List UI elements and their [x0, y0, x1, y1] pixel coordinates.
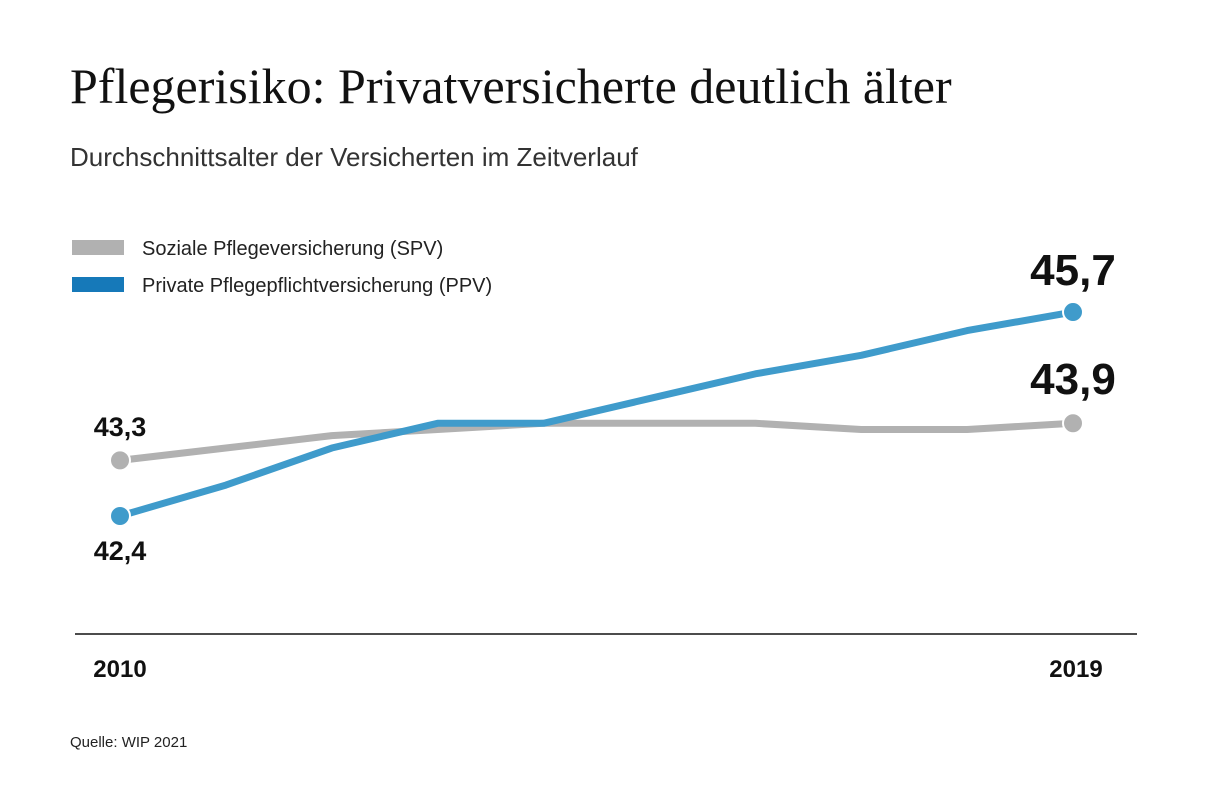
- spv-series-line: [119, 419, 1074, 464]
- ppv-end-label: 45,7: [1030, 246, 1116, 295]
- chart-title: Pflegerisiko: Privatversicherte deutlich…: [70, 58, 952, 114]
- legend-swatch-spv: [72, 240, 124, 255]
- ppv-point-2010: [109, 505, 131, 527]
- spv-end-label: 43,9: [1030, 355, 1116, 404]
- legend-label-ppv: Private Pflegepflichtversicherung (PPV): [142, 275, 492, 297]
- ppv-point-2019: [1062, 301, 1084, 324]
- source-note: Quelle: WIP 2021: [70, 734, 187, 751]
- chart-subtitle: Durchschnittsalter der Versicherten im Z…: [70, 142, 639, 172]
- ppv-start-label: 42,4: [94, 536, 147, 566]
- x-tick-label-2019: 2019: [1049, 656, 1102, 683]
- spv-point-2010: [109, 449, 131, 472]
- spv-start-label: 43,3: [94, 412, 147, 442]
- legend-swatch-ppv: [72, 277, 124, 292]
- spv-point-2019: [1062, 412, 1084, 435]
- legend-label-spv: Soziale Pflegeversicherung (SPV): [142, 238, 443, 260]
- ppv-series-line: [119, 308, 1074, 520]
- x-tick-label-2010: 2010: [93, 656, 146, 683]
